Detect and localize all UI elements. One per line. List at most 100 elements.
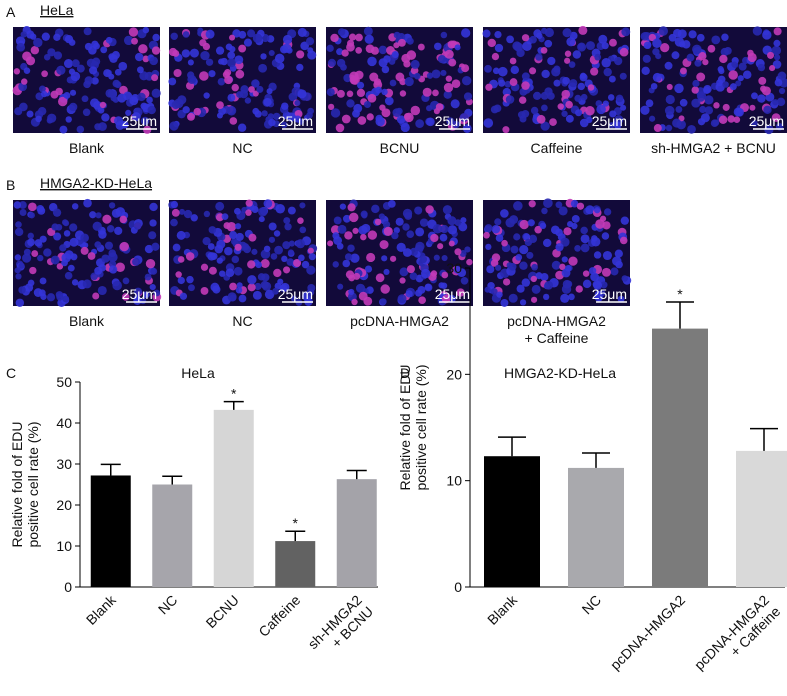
cell-nucleus bbox=[697, 94, 705, 102]
cell-nucleus bbox=[26, 56, 36, 66]
cell-nucleus bbox=[105, 36, 113, 44]
cell-nucleus bbox=[757, 63, 766, 72]
y-tick-label: 20 bbox=[56, 497, 72, 513]
cell-nucleus bbox=[487, 38, 496, 48]
cell-nucleus bbox=[602, 250, 612, 261]
cell-nucleus bbox=[349, 33, 357, 41]
cell-nucleus bbox=[335, 123, 345, 133]
cell-nucleus bbox=[61, 252, 71, 263]
y-tick-label: 0 bbox=[454, 579, 462, 595]
cell-nucleus bbox=[63, 220, 70, 227]
cell-nucleus bbox=[112, 280, 122, 291]
cell-nucleus bbox=[177, 276, 185, 285]
cell-nucleus bbox=[344, 253, 353, 261]
cell-nucleus bbox=[178, 208, 186, 215]
cell-nucleus bbox=[652, 72, 662, 82]
cell-nucleus bbox=[151, 88, 161, 98]
cell-nucleus bbox=[273, 230, 281, 237]
cell-nucleus bbox=[95, 212, 102, 219]
cell-nucleus bbox=[258, 63, 268, 73]
cell-nucleus bbox=[35, 115, 42, 123]
cell-nucleus bbox=[299, 226, 307, 234]
cell-nucleus bbox=[432, 89, 439, 97]
cell-nucleus bbox=[691, 98, 701, 108]
cell-nucleus bbox=[691, 86, 699, 94]
cell-nucleus bbox=[27, 238, 35, 247]
cell-nucleus bbox=[696, 33, 705, 42]
cell-nucleus bbox=[13, 68, 21, 75]
cell-nucleus bbox=[281, 255, 288, 263]
cell-nucleus bbox=[441, 255, 448, 262]
cell-nucleus bbox=[21, 78, 28, 85]
cell-nucleus bbox=[37, 254, 44, 262]
cell-nucleus bbox=[105, 88, 115, 98]
cell-nucleus bbox=[152, 33, 160, 42]
cell-nucleus bbox=[82, 279, 92, 289]
cell-nucleus bbox=[109, 54, 118, 63]
cell-nucleus bbox=[350, 253, 360, 263]
cell-nucleus bbox=[244, 97, 252, 104]
cell-nucleus bbox=[645, 99, 654, 108]
cell-nucleus bbox=[494, 30, 502, 39]
cell-nucleus bbox=[440, 282, 448, 289]
cell-nucleus bbox=[117, 93, 127, 103]
cell-nucleus bbox=[409, 272, 418, 281]
cell-nucleus bbox=[505, 95, 515, 104]
cell-nucleus bbox=[391, 231, 399, 240]
cell-nucleus bbox=[13, 201, 22, 209]
cell-nucleus bbox=[562, 279, 572, 289]
cell-nucleus bbox=[374, 218, 382, 226]
cell-nucleus bbox=[766, 51, 775, 59]
cell-nucleus bbox=[492, 67, 500, 75]
cell-nucleus bbox=[151, 242, 160, 251]
cell-nucleus bbox=[227, 58, 236, 68]
cell-nucleus bbox=[208, 70, 216, 78]
bar bbox=[152, 484, 193, 587]
cell-nucleus bbox=[532, 91, 542, 100]
cell-nucleus bbox=[526, 251, 534, 259]
panel-letter: C bbox=[6, 365, 16, 381]
image-caption: Caffeine bbox=[531, 140, 583, 156]
cell-nucleus bbox=[437, 55, 447, 64]
cell-nucleus bbox=[518, 96, 527, 104]
cell-nucleus bbox=[737, 75, 744, 82]
cell-nucleus bbox=[392, 108, 402, 117]
cell-nucleus bbox=[406, 265, 415, 274]
cell-nucleus bbox=[149, 56, 159, 66]
cell-nucleus bbox=[282, 241, 291, 250]
cell-nucleus bbox=[115, 207, 126, 217]
y-tick-label: 20 bbox=[446, 366, 462, 382]
cell-nucleus bbox=[561, 89, 571, 99]
cell-nucleus bbox=[585, 41, 595, 51]
cell-nucleus bbox=[464, 246, 471, 253]
cell-nucleus bbox=[307, 50, 317, 60]
cell-nucleus bbox=[450, 99, 460, 109]
cell-nucleus bbox=[89, 211, 97, 219]
cell-nucleus bbox=[93, 42, 100, 50]
cell-nucleus bbox=[62, 295, 70, 303]
cell-nucleus bbox=[108, 202, 116, 209]
cell-nucleus bbox=[297, 89, 307, 99]
cell-nucleus bbox=[426, 117, 435, 127]
cell-nucleus bbox=[26, 110, 34, 118]
cell-nucleus bbox=[543, 293, 550, 301]
cell-nucleus bbox=[199, 71, 209, 81]
cell-nucleus bbox=[614, 249, 623, 258]
cell-nucleus bbox=[229, 231, 238, 240]
cell-nucleus bbox=[263, 97, 272, 107]
cell-nucleus bbox=[461, 75, 472, 86]
cell-nucleus bbox=[484, 224, 493, 232]
cell-nucleus bbox=[443, 90, 452, 99]
cell-nucleus bbox=[378, 45, 388, 55]
cell-nucleus bbox=[568, 256, 578, 266]
cell-nucleus bbox=[68, 102, 78, 112]
cell-nucleus bbox=[777, 71, 787, 81]
cell-nucleus bbox=[402, 223, 410, 231]
cell-nucleus bbox=[94, 123, 102, 131]
cell-nucleus bbox=[675, 106, 683, 113]
cell-nucleus bbox=[251, 248, 258, 255]
cell-nucleus bbox=[541, 69, 550, 79]
cell-nucleus bbox=[594, 207, 601, 214]
cell-nucleus bbox=[330, 225, 341, 235]
cell-nucleus bbox=[410, 59, 420, 69]
